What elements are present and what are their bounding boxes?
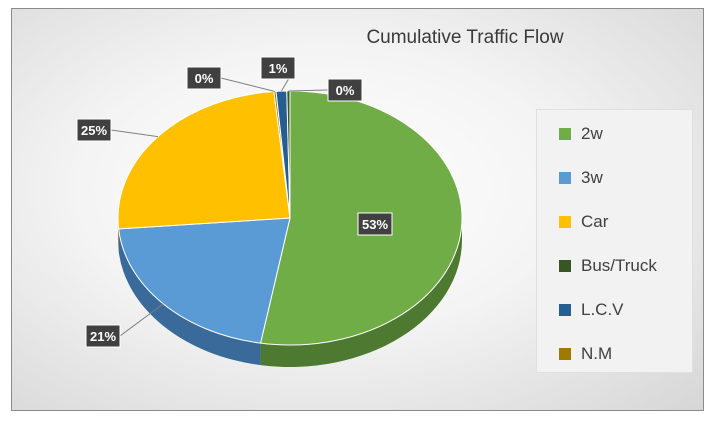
legend-label: 2w	[581, 124, 603, 143]
data-label-car: 25%	[76, 118, 112, 142]
legend-label: Bus/Truck	[581, 256, 657, 275]
data-label-bus-truck: 0%	[327, 78, 363, 102]
leader-line-bus-truck	[288, 89, 329, 92]
legend-item-car: Car	[559, 212, 608, 232]
legend-label: N.M	[581, 344, 613, 363]
pie-slice-car	[117, 91, 291, 230]
legend: 2w 3w Car Bus/Truck L.C.V N.M	[536, 109, 693, 373]
data-label-l-c-v: 1%	[260, 56, 296, 80]
legend-item-2w: 2w	[559, 124, 603, 144]
legend-item-l-c-v: L.C.V	[559, 300, 624, 320]
data-label-2w: 53%	[357, 212, 393, 236]
data-label-text: 1%	[269, 61, 288, 76]
data-label-3w: 21%	[85, 324, 121, 348]
legend-item-3w: 3w	[559, 168, 603, 188]
pie-side-2w	[260, 218, 462, 367]
data-label-text: 25%	[81, 123, 107, 138]
legend-swatch	[559, 304, 571, 316]
data-label-text: 0%	[336, 83, 355, 98]
leader-line-3w	[119, 303, 164, 337]
legend-swatch	[559, 216, 571, 228]
data-label-text: 53%	[362, 217, 388, 232]
chart-area: Cumulative Traffic Flow 53% 21% 25% 0% 1% 0% …	[11, 8, 704, 411]
leader-line-car	[110, 129, 159, 138]
legend-swatch	[559, 348, 571, 360]
data-label-text: 21%	[90, 329, 116, 344]
chart-title: Cumulative Traffic Flow	[366, 27, 564, 48]
data-label-n-m: 0%	[186, 66, 222, 90]
pie-chart: 53% 21% 25% 0% 1% 0%	[76, 56, 463, 367]
legend-swatch	[559, 128, 571, 140]
leader-line-n-m	[220, 77, 276, 92]
legend-item-n-m: N.M	[559, 344, 612, 364]
legend-label: L.C.V	[581, 300, 624, 319]
legend-item-bus-truck: Bus/Truck	[559, 256, 657, 276]
pie-slice-3w	[118, 217, 291, 344]
legend-label: 3w	[581, 168, 603, 187]
legend-label: Car	[581, 212, 609, 231]
legend-swatch	[559, 172, 571, 184]
legend-swatch	[559, 260, 571, 272]
data-label-text: 0%	[195, 71, 214, 86]
pie-side-3w	[118, 228, 261, 366]
